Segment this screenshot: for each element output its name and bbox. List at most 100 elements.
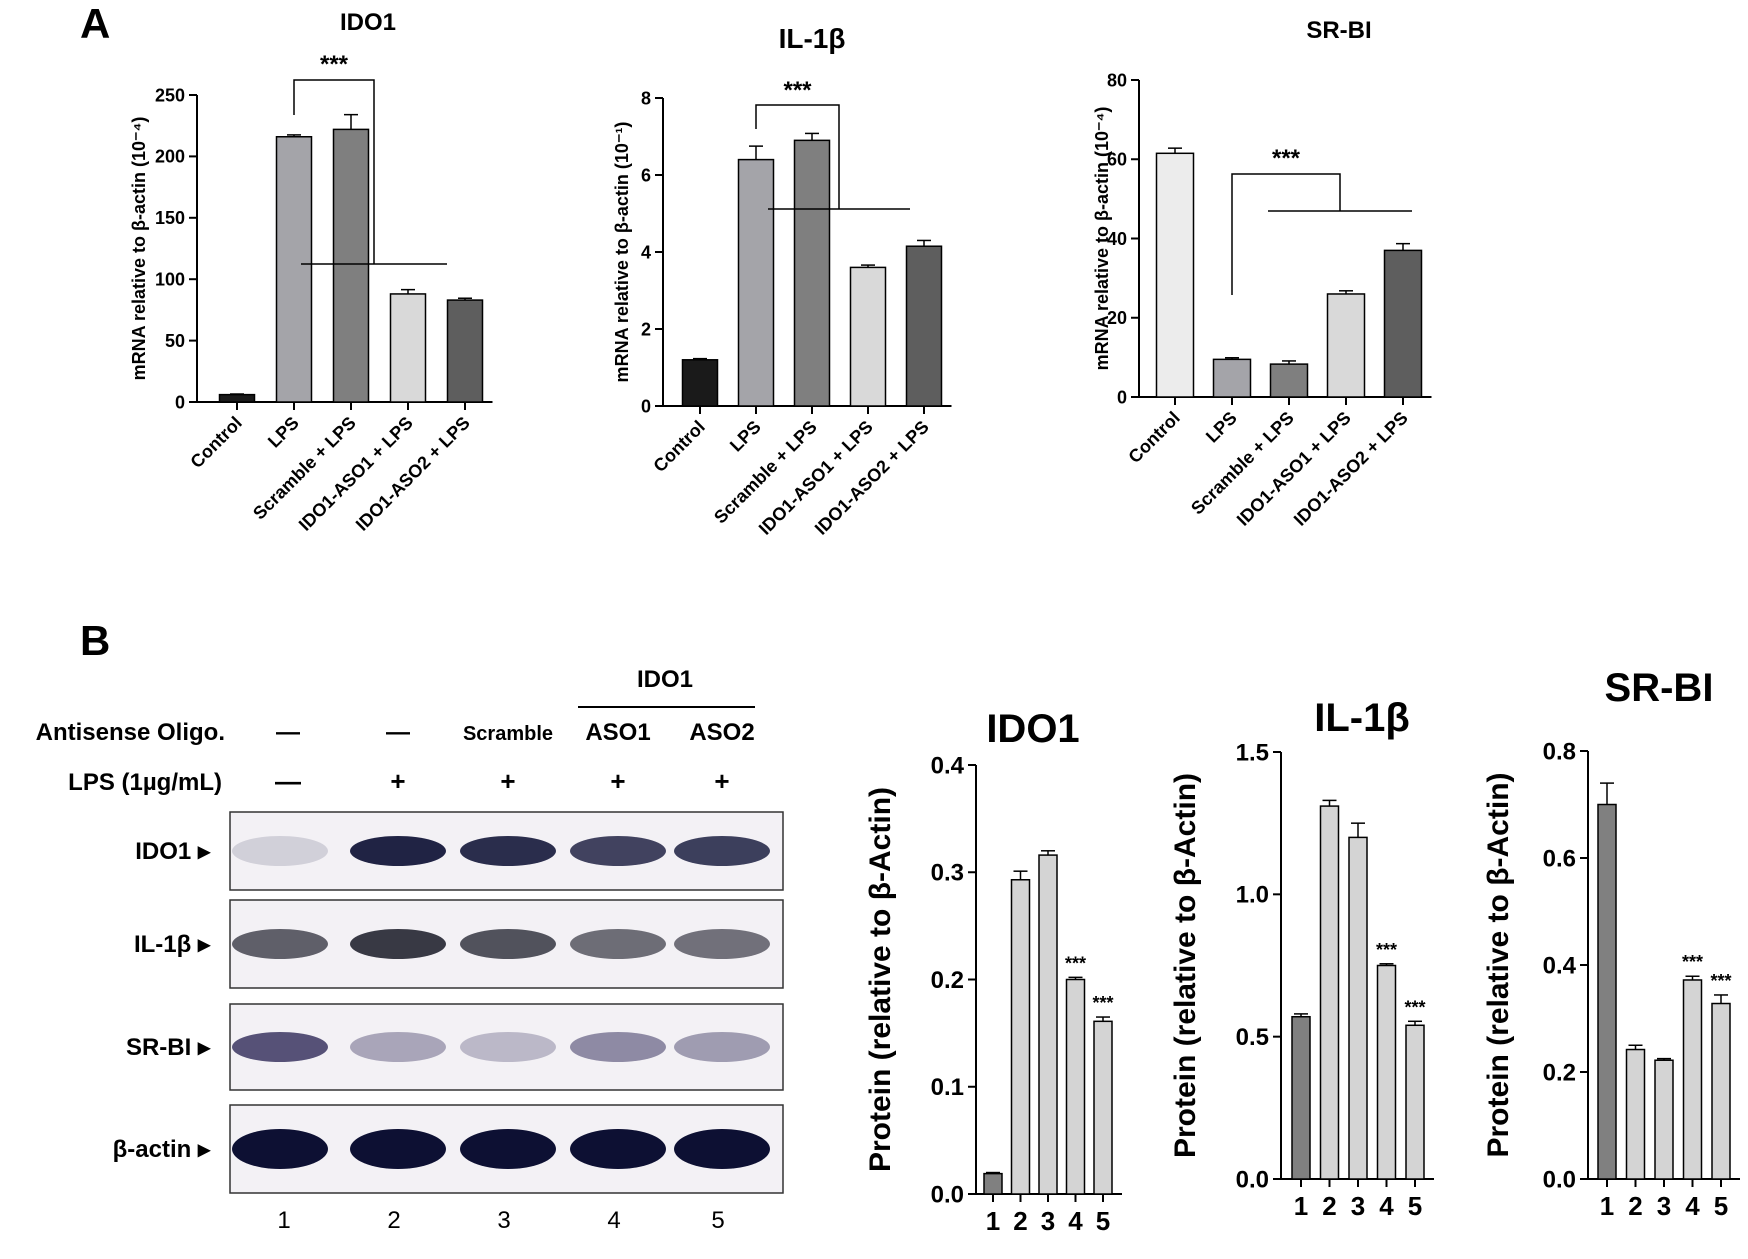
x-tick-label: 1: [986, 1206, 1000, 1236]
bar: [1348, 836, 1368, 1180]
bar: [332, 128, 370, 403]
blot-band: [232, 1032, 328, 1062]
x-tick-label: Control: [1124, 408, 1183, 467]
bar: [1269, 363, 1309, 398]
blot-band: [350, 1129, 446, 1169]
bar: [446, 299, 484, 403]
significance-bracket: [755, 104, 840, 209]
lps-value: +: [714, 766, 729, 796]
blot-band: [232, 929, 328, 959]
blot-label-il1b: IL-1β ▸: [134, 931, 211, 958]
significance-stars: ***: [1092, 993, 1113, 1013]
bar: [389, 293, 427, 403]
x-tick-label: 2: [1628, 1191, 1642, 1221]
lane-number: 3: [497, 1207, 510, 1234]
y-tick-label: 0.2: [1543, 1059, 1576, 1086]
bar: [905, 245, 943, 407]
blot-band: [350, 929, 446, 959]
blot-label-beta-actin: β-actin ▸: [113, 1136, 211, 1163]
significance-bracket: [293, 79, 375, 264]
bar: [1682, 979, 1703, 1180]
western-blot: IDO1 Antisense Oligo. LPS (1µg/mL) — — Scr…: [36, 666, 784, 1234]
blot-label-srbi: SR-BI ▸: [126, 1034, 211, 1061]
lps-value: +: [500, 766, 515, 796]
y-tick-label: 0: [1117, 387, 1127, 407]
x-tick-label: IDO1-ASO2 + LPS: [1290, 408, 1412, 530]
y-tick-label: 100: [155, 270, 185, 290]
x-tick-label: 5: [1714, 1191, 1728, 1221]
significance-stars: ***: [1710, 971, 1731, 991]
y-tick-label: 0.8: [1543, 738, 1576, 765]
blot-band: [674, 929, 770, 959]
x-tick-label: 4: [1685, 1191, 1700, 1221]
chart-a-ido1: IDO1 mRNA relative to β-actin (10⁻⁴) 0 50 10…: [129, 9, 493, 535]
bar: [849, 266, 887, 407]
bar: [1010, 879, 1031, 1195]
bar: [218, 393, 256, 403]
y-tick-label: 0.6: [1543, 845, 1576, 872]
significance-stars: ***: [783, 77, 812, 104]
bar: [737, 158, 775, 407]
y-tick-label: 0.0: [1236, 1166, 1269, 1193]
chart-a-il1b: IL-1β mRNA relative to β-actin (10⁻¹) 0 2 4 6…: [612, 23, 952, 539]
x-tick-label: 3: [1351, 1191, 1365, 1221]
y-tick-label: 60: [1107, 150, 1127, 170]
blot-band: [232, 836, 328, 866]
significance-stars: ***: [320, 51, 349, 78]
y-tick-label: 20: [1107, 308, 1127, 328]
y-tick-label: 0: [641, 396, 651, 416]
panel-b-label: B: [80, 617, 110, 664]
blot-band: [674, 1129, 770, 1169]
x-tick-label: 2: [1322, 1191, 1336, 1221]
lps-value: —: [275, 766, 301, 796]
y-axis-label: mRNA relative to β-actin (10⁻⁴): [1092, 107, 1112, 371]
bar: [1155, 152, 1195, 398]
bar: [1405, 1024, 1425, 1180]
y-tick-label: 250: [155, 85, 185, 105]
lane-number: 5: [711, 1207, 724, 1234]
bar: [275, 136, 313, 403]
blot-band: [674, 1032, 770, 1062]
bar: [1212, 358, 1252, 398]
panel-a-label: A: [80, 0, 110, 47]
blot-band: [570, 1032, 666, 1062]
bar: [793, 139, 831, 407]
x-tick-label: Control: [186, 413, 245, 472]
bar: [681, 359, 719, 407]
y-tick-label: 0.5: [1236, 1024, 1269, 1051]
x-tick-label: LPS: [264, 413, 303, 452]
x-tick-label: 3: [1657, 1191, 1671, 1221]
bar: [1319, 805, 1340, 1180]
y-tick-label: 0.2: [931, 967, 964, 994]
bar: [1711, 1002, 1731, 1180]
chart-b-il1b: IL-1β Protein (relative to β-Actin) 0.0 0.5…: [1169, 696, 1434, 1221]
lane-number: 4: [607, 1207, 620, 1234]
oligo-row-label: Antisense Oligo.: [36, 719, 225, 746]
x-tick-label: 4: [1379, 1191, 1394, 1221]
y-tick-label: 200: [155, 147, 185, 167]
significance-stars: ***: [1272, 145, 1301, 172]
x-tick-label: 3: [1041, 1206, 1055, 1236]
y-tick-label: 0.0: [1543, 1166, 1576, 1193]
y-tick-label: 4: [641, 242, 651, 262]
bar: [1326, 293, 1366, 398]
oligo-value: ASO2: [689, 719, 754, 746]
bar: [1654, 1059, 1674, 1180]
bar: [1376, 964, 1397, 1180]
blot-band: [570, 1129, 666, 1169]
significance-stars: ***: [1065, 953, 1086, 973]
x-tick-label: 1: [1294, 1191, 1308, 1221]
y-tick-label: 2: [641, 319, 651, 339]
x-tick-label: Scramble + LPS: [249, 413, 360, 524]
y-tick-label: 0.0: [931, 1181, 964, 1208]
y-tick-label: 0.4: [1543, 952, 1577, 979]
significance-bracket: [1231, 173, 1341, 295]
y-tick-label: 50: [165, 331, 185, 351]
y-tick-label: 80: [1107, 70, 1127, 90]
blot-band: [460, 1129, 556, 1169]
blot-band: [350, 836, 446, 866]
chart-title: IDO1: [986, 707, 1079, 751]
blot-band: [460, 1032, 556, 1062]
lane-number: 1: [277, 1207, 290, 1234]
